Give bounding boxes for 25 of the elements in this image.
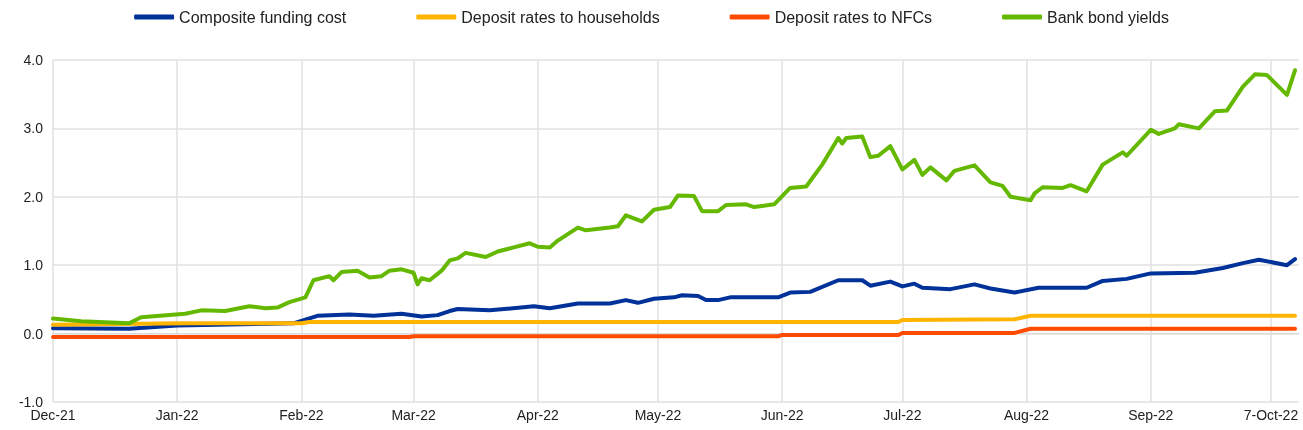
y-tick-label: 4.0 — [23, 52, 44, 68]
x-tick-label: Jul-22 — [883, 407, 922, 423]
line-series — [51, 326, 1297, 340]
x-tick-label: Apr-22 — [516, 407, 559, 423]
legend-label: Deposit rates to NFCs — [774, 8, 933, 26]
legend-label: Bank bond yields — [1047, 8, 1169, 26]
line-series — [51, 68, 1297, 326]
line-series — [51, 313, 1297, 327]
x-tick-label: May-22 — [634, 407, 682, 423]
y-tick-label: -1.0 — [18, 394, 44, 410]
line-series — [51, 257, 1297, 331]
x-tick-label: Jun-22 — [760, 407, 804, 423]
x-tick-label: Jan-22 — [155, 407, 199, 423]
y-tick-label: 1.0 — [23, 257, 44, 274]
x-tick-label: Dec-21 — [30, 407, 76, 423]
x-tick-label: Feb-22 — [279, 407, 324, 423]
y-tick-label: 3.0 — [23, 120, 44, 137]
x-tick-label: Mar-22 — [391, 407, 436, 423]
y-tick-label: 2.0 — [23, 188, 44, 205]
legend-label: Composite funding cost — [179, 8, 347, 26]
x-tick-label: Sep-22 — [1128, 407, 1174, 423]
y-tick-label: 0.0 — [23, 325, 44, 342]
legend-label: Deposit rates to households — [461, 8, 660, 26]
x-tick-label: Aug-22 — [1003, 407, 1050, 423]
x-tick-label: 7-Oct-22 — [1243, 407, 1299, 423]
